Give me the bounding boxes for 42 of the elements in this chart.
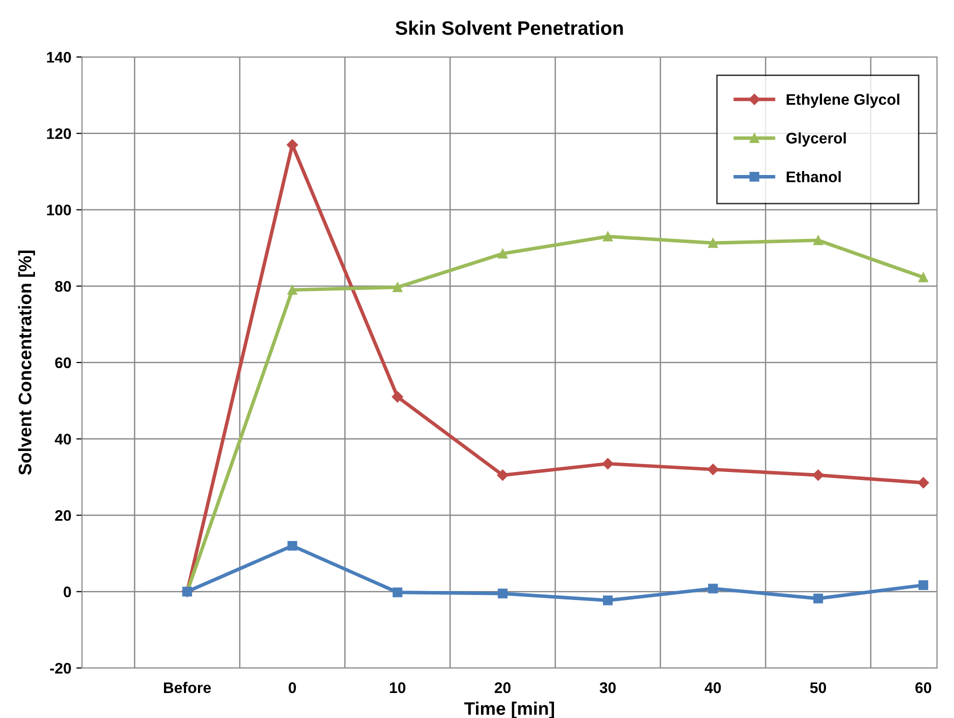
- y-tick-label: 80: [55, 280, 71, 292]
- x-tick-label: 10: [390, 682, 406, 694]
- x-tick-label: Before: [164, 682, 211, 694]
- point: [708, 584, 718, 594]
- y-tick-label: -20: [50, 662, 71, 674]
- point: [918, 477, 929, 488]
- point: [287, 540, 298, 551]
- point: [918, 580, 928, 590]
- point: [812, 470, 824, 481]
- point: [498, 248, 508, 259]
- point: [602, 596, 613, 606]
- legend-label: Glycerol: [786, 132, 846, 147]
- legend-label: Ethylene Glycol: [786, 94, 900, 108]
- x-tick-label: 60: [915, 682, 932, 694]
- point: [498, 588, 508, 598]
- y-axis-title: Solvent Concentration [%]: [18, 250, 35, 475]
- x-tick-label: 40: [704, 682, 721, 694]
- legend-label: Ethanol: [786, 171, 841, 182]
- x-tick-label: 0: [288, 682, 296, 694]
- point: [813, 594, 824, 604]
- y-tick-label: 120: [47, 128, 71, 140]
- chart-title: Skin Solvent Penetration: [396, 20, 623, 35]
- y-tick-label: 40: [54, 434, 71, 445]
- point: [392, 282, 402, 292]
- y-tick-label: 100: [47, 204, 71, 216]
- point: [392, 391, 404, 402]
- x-tick-label: 20: [494, 682, 511, 694]
- x-tick-label: 30: [600, 682, 616, 694]
- point: [918, 272, 928, 282]
- point: [708, 238, 718, 248]
- point: [497, 470, 508, 481]
- y-tick-label: 0: [64, 586, 71, 598]
- x-tick-label: 50: [810, 682, 826, 694]
- point: [602, 458, 614, 470]
- point: [707, 464, 719, 476]
- point: [602, 232, 613, 242]
- point: [392, 588, 402, 598]
- y-tick-label: 20: [55, 510, 71, 521]
- y-tick-label: 60: [55, 357, 71, 368]
- point: [813, 235, 824, 246]
- point: [287, 285, 298, 295]
- y-tick-label: 140: [47, 52, 71, 63]
